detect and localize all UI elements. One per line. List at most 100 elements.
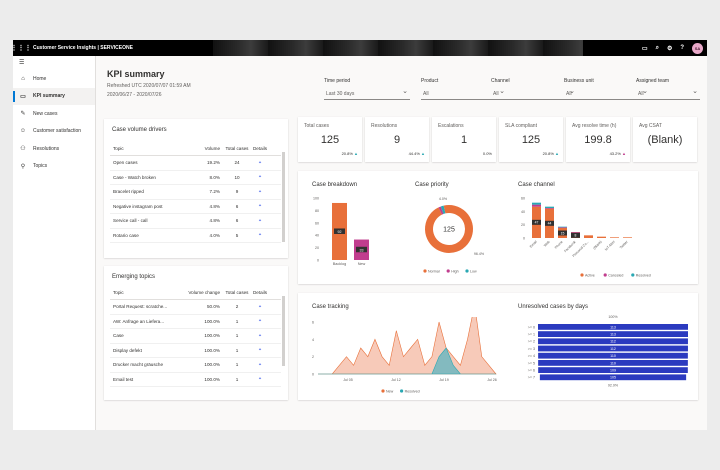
column-header: Details (252, 146, 268, 151)
table-row[interactable]: AW: Anfrage an Liefera... 100.0% 1 ⚭ (110, 315, 281, 329)
help-icon[interactable]: ? (680, 45, 684, 51)
y-tick-label: 60 (315, 221, 319, 225)
details-link-icon[interactable]: ⚭ (258, 303, 262, 309)
legend-label: Canceled (608, 274, 623, 278)
home-icon: ⌂ (21, 75, 25, 82)
share-icon[interactable]: ▭ (641, 45, 648, 52)
table-row[interactable]: Case 100.0% 1 ⚭ (110, 329, 281, 344)
column-header[interactable]: Total cases (225, 290, 249, 295)
details-link-icon[interactable]: ⚭ (258, 232, 262, 238)
y-tick-label: 80 (315, 209, 319, 213)
case-tracking-title: Case tracking (312, 304, 349, 310)
table-row[interactable]: Drucker macht gräusche 100.0% 1 ⚭ (110, 358, 281, 373)
slice-high (438, 206, 444, 215)
column-header[interactable]: Volume (204, 146, 220, 151)
details-link-icon[interactable]: ⚭ (258, 188, 262, 194)
data-label-bg (558, 230, 567, 236)
sidebar-item-kpi-summary[interactable]: ▭ KPI summary (13, 87, 95, 105)
details-link-icon[interactable]: ⚭ (258, 318, 262, 324)
bar-segment (610, 237, 619, 238)
sidebar-item-customer-satisfaction[interactable]: ☺ Customer satisfaction (13, 123, 95, 141)
filter-time-period: Time period Last 30 days (324, 78, 410, 100)
legend-label: Resolved (636, 274, 651, 278)
y-tick-label: 0 (523, 237, 525, 241)
table-row[interactable]: Open cases 19.2% 24 ⚭ (110, 156, 281, 171)
details-link-icon[interactable]: ⚭ (258, 217, 262, 223)
column-header[interactable]: Topic (113, 290, 124, 295)
kpi-sla-compliant[interactable]: SLA compliant 125 20.8% ▲ (499, 117, 563, 162)
kpi-tiles: Total cases 125 20.8% ▲ Resolutions 9 44… (298, 117, 698, 162)
case-volume-card: Case volume drivers Topic Volume Total c… (104, 119, 288, 258)
volume-cell: 50.0% (206, 304, 220, 310)
satisfaction-icon: ☺ (19, 128, 27, 135)
volume-cell: 4.8% (209, 218, 220, 224)
bar-segment (532, 204, 541, 207)
kpi-title: Avg resolve time (h) (572, 123, 617, 129)
total-cell: 24 (234, 160, 240, 166)
table-row[interactable]: Display defekt 100.0% 1 ⚭ (110, 344, 281, 358)
details-link-icon[interactable]: ⚭ (258, 376, 262, 382)
kpi-avg-csat[interactable]: Avg CSAT (Blank) (633, 117, 697, 162)
case-charts-card: Case breakdown Case priority Case channe… (298, 171, 698, 284)
table-row[interactable]: Negative instagram post 4.8% 6 ⚭ (110, 200, 281, 214)
assigned-team-select[interactable]: All (636, 86, 700, 100)
kpi-total-cases[interactable]: Total cases 125 20.8% ▲ (298, 117, 362, 162)
funnel-bar (538, 338, 688, 345)
kpi-title: Avg CSAT (639, 123, 662, 129)
sidebar-item-topics[interactable]: ⚲ Topics (13, 158, 95, 176)
up-arrow-icon: ▲ (622, 151, 626, 156)
kpi-escalations[interactable]: Escalations 1 0.0% (432, 117, 496, 162)
details-link-icon[interactable]: ⚭ (258, 159, 262, 165)
menu-icon[interactable]: ☰ (19, 60, 25, 66)
table-row[interactable]: Case - Watch broken 8.0% 10 ⚭ (110, 171, 281, 185)
app-launcher-icon[interactable]: ⋮⋮⋮ (13, 45, 32, 52)
sidebar-item-home[interactable]: ⌂ Home (13, 70, 95, 88)
table-row[interactable]: Portal Request: scratche... 50.0% 2 ⚭ (110, 300, 281, 315)
volume-cell: 4.8% (209, 203, 220, 209)
table-row[interactable]: Service call - call 4.8% 6 ⚭ (110, 214, 281, 229)
table-row[interactable]: Rotario case 4.0% 5 ⚭ (110, 229, 281, 243)
kpi-resolutions[interactable]: Resolutions 9 44.4% ▲ (365, 117, 429, 162)
legend-marker (381, 389, 385, 393)
column-header[interactable]: Total cases (225, 146, 249, 151)
case-breakdown-chart: 100 80 60 40 20 0 92 Backlog 33 New (313, 197, 369, 266)
funnel-bottom-label: 92.9% (608, 384, 619, 388)
legend-label: New (386, 390, 394, 394)
funnel-value: 110 (610, 361, 616, 365)
details-link-icon[interactable]: ⚭ (258, 361, 262, 367)
card-title: Case volume drivers (112, 127, 167, 133)
sidebar-item-new-cases[interactable]: ✎ New cases (13, 105, 95, 123)
slice-label-main: 96.4% (474, 252, 485, 256)
funnel-category: >= 1 (528, 333, 535, 337)
details-link-icon[interactable]: ⚭ (258, 347, 262, 353)
kpi-value: 125 (521, 134, 541, 146)
funnel-category: >= 0 (528, 325, 535, 329)
avatar[interactable]: SA (692, 42, 703, 54)
total-cell: 5 (235, 232, 239, 238)
total-cell: 1 (235, 347, 239, 353)
bar-segment (571, 232, 580, 233)
table-row[interactable]: Bracelet ripped 7.2% 9 ⚭ (110, 185, 281, 200)
time-period-select[interactable]: Last 30 days (324, 86, 410, 100)
table-row[interactable]: Email test 100.0% 1 ⚭ (110, 373, 281, 387)
column-header: Details (252, 290, 268, 295)
details-link-icon[interactable]: ⚭ (258, 203, 262, 209)
scrollbar[interactable] (282, 152, 285, 242)
column-header[interactable]: Topic (113, 146, 124, 151)
legend-marker (465, 269, 469, 273)
x-tick-label: Jul 26 (487, 378, 497, 382)
details-link-icon[interactable]: ⚭ (258, 332, 262, 338)
case-priority-chart: 125 4.0% 96.4% Normal High Low (423, 197, 485, 274)
details-link-icon[interactable]: ⚭ (258, 174, 262, 180)
bar-segment (532, 202, 541, 205)
search-icon[interactable]: ⌕ (655, 44, 659, 51)
up-arrow-icon: ▲ (354, 151, 358, 156)
topic-cell: Negative instagram post (113, 203, 163, 209)
filter-label: Assigned team (636, 78, 670, 84)
sidebar-item-resolutions[interactable]: ⚇ Resolutions (13, 140, 95, 158)
kpi-avg-resolve-time[interactable]: Avg resolve time (h) 199.8 43.2% ▲ (566, 117, 630, 162)
settings-icon[interactable]: ⚙ (666, 45, 673, 52)
scrollbar[interactable] (282, 296, 285, 366)
kpi-delta: 44.4% ▲ (409, 151, 425, 156)
column-header[interactable]: Volume change (188, 290, 220, 295)
